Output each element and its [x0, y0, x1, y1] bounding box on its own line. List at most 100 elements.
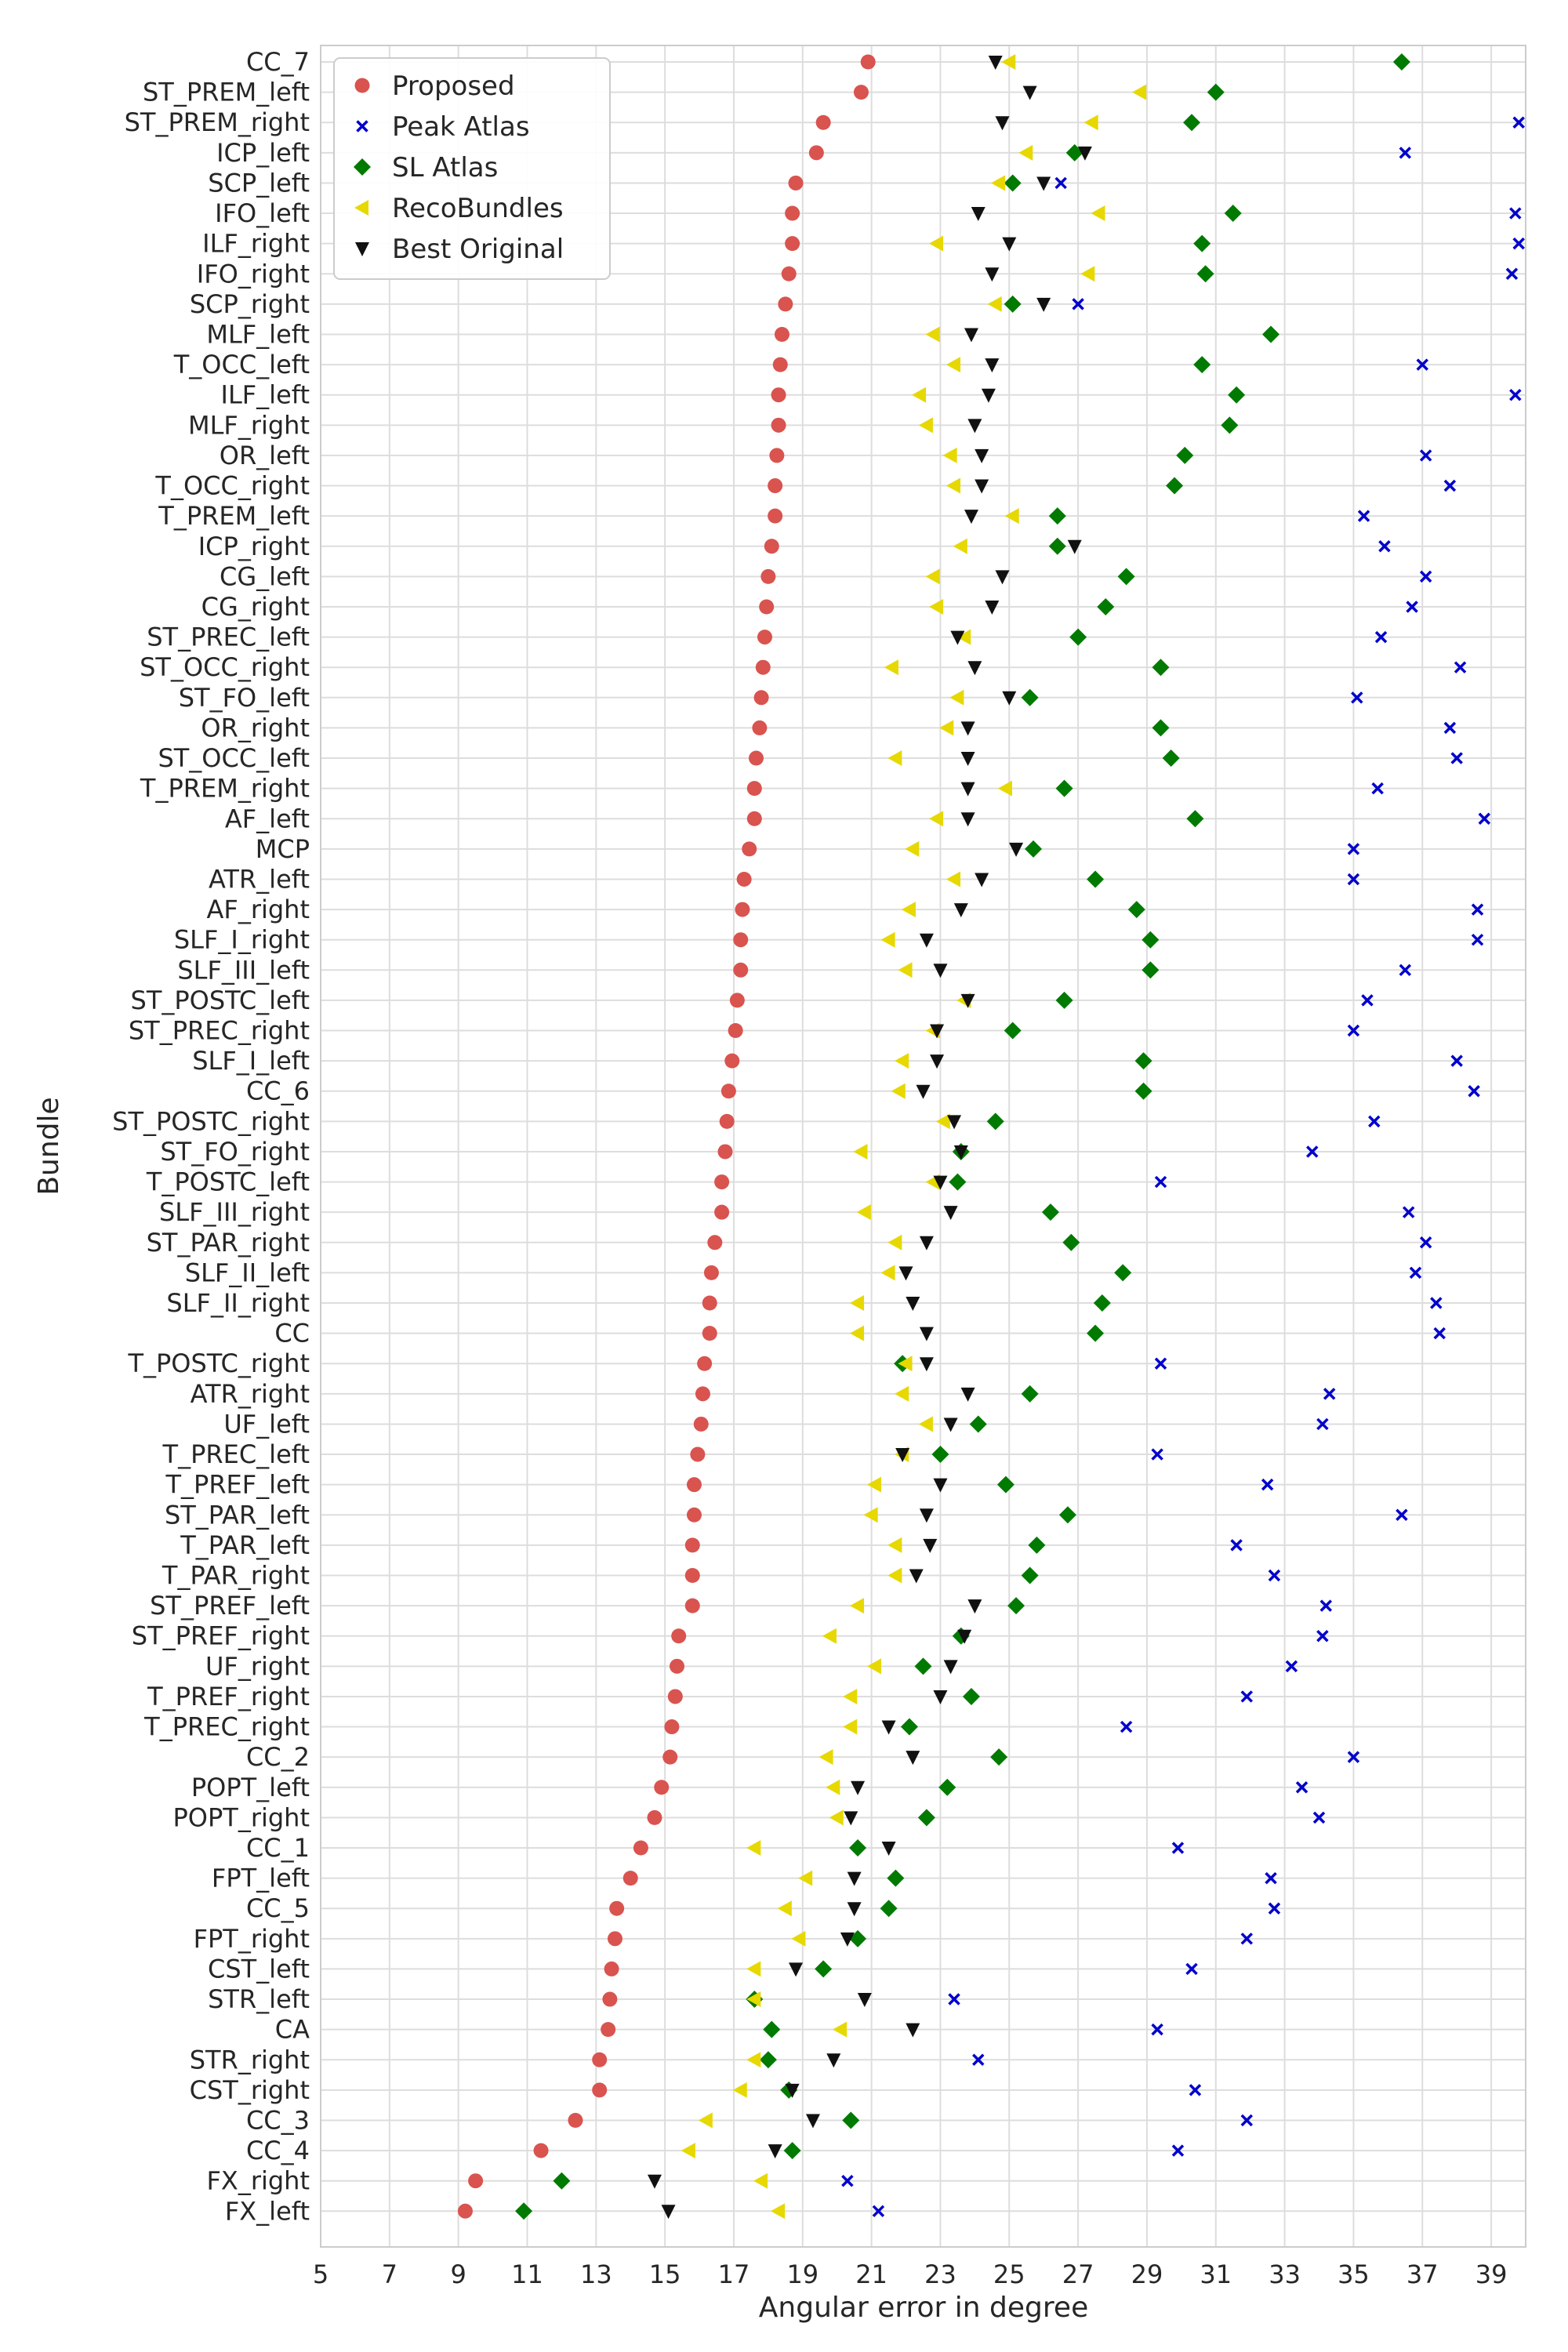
y-tick-label: FX_right — [206, 2166, 310, 2196]
recobundles-point — [833, 2021, 848, 2038]
peak-atlas-point — [1450, 1054, 1463, 1067]
proposed-point — [602, 1991, 618, 2007]
y-tick-label: T_OCC_left — [173, 350, 310, 379]
sl-atlas-point — [1183, 114, 1201, 132]
best-original-point — [933, 1690, 948, 1704]
recobundles-point — [863, 1507, 878, 1523]
sl-atlas-point — [1069, 628, 1087, 646]
best-original-point — [947, 1115, 962, 1130]
best-original-point — [971, 207, 985, 222]
best-original-point — [840, 1932, 855, 1947]
recobundles-point — [997, 780, 1012, 797]
peak-atlas-point — [1512, 237, 1525, 250]
recobundles-point — [732, 2082, 747, 2098]
proposed-point — [760, 568, 776, 584]
proposed-point — [781, 266, 797, 281]
recobundles-point — [895, 1053, 909, 1069]
recobundles-point — [918, 1416, 933, 1432]
peak-atlas-point — [1512, 116, 1525, 129]
peak-atlas-point — [1419, 449, 1432, 462]
sl-atlas-point — [1087, 870, 1105, 888]
peak-atlas-point — [1409, 1266, 1422, 1279]
proposed-point — [764, 539, 779, 554]
y-tick-label: ATR_left — [209, 864, 310, 894]
x-tick-label: 25 — [993, 2259, 1025, 2289]
y-tick-label: CC — [274, 1319, 310, 1348]
best-original-point — [930, 1054, 945, 1069]
proposed-point — [468, 2173, 484, 2189]
y-tick-label: T_PREC_right — [143, 1712, 310, 1742]
sl-atlas-point — [1007, 1597, 1025, 1615]
recobundles-point — [946, 357, 961, 373]
best-original-point — [985, 600, 1000, 615]
recobundles-point — [746, 1839, 761, 1856]
recobundles-point — [987, 296, 1002, 312]
y-tick-label: ST_POSTC_right — [112, 1106, 310, 1136]
best-original-point — [964, 510, 978, 524]
proposed-point — [702, 1326, 717, 1341]
proposed-point — [568, 2112, 583, 2128]
legend-label-best-original: Best Original — [392, 234, 564, 265]
peak-atlas-point — [1443, 721, 1457, 735]
sl-atlas-point — [1117, 568, 1135, 586]
proposed-point — [664, 1719, 680, 1735]
proposed-point — [785, 205, 800, 221]
y-tick-label: MLF_right — [188, 410, 310, 440]
y-tick-label: ILF_right — [202, 229, 310, 259]
sl-atlas-point — [1142, 931, 1160, 949]
best-original-point — [768, 2144, 782, 2159]
peak-atlas-point — [841, 2174, 854, 2187]
best-original-point — [851, 1780, 866, 1795]
y-tick-label: CC_3 — [246, 2105, 310, 2135]
y-tick-label: MLF_left — [206, 319, 310, 349]
peak-atlas-point — [1357, 510, 1370, 522]
proposed-point — [736, 871, 752, 887]
legend: Proposed Peak Atlas SL Atlas RecoBundles Bes… — [333, 57, 611, 280]
y-tick-label: T_PREM_right — [140, 774, 310, 804]
recobundles-point — [949, 689, 964, 706]
y-tick-label: ST_PREF_left — [150, 1591, 310, 1621]
sl-atlas-point — [1142, 961, 1160, 979]
sl-atlas-point — [949, 1173, 967, 1191]
sl-atlas-point — [1021, 688, 1039, 706]
y-tick-label: FPT_left — [212, 1864, 310, 1893]
recobundles-point — [935, 1113, 950, 1130]
recobundles-point — [898, 1356, 913, 1372]
x-tick-label: 7 — [382, 2259, 397, 2289]
peak-atlas-point — [1316, 1417, 1329, 1431]
recobundles-point — [1080, 266, 1095, 282]
y-tick-label: ST_PREF_right — [132, 1621, 310, 1651]
sl-atlas-point — [1058, 1506, 1076, 1524]
legend-box — [333, 57, 611, 280]
recobundles-point — [887, 1537, 902, 1553]
y-tick-label: ICP_left — [216, 138, 310, 168]
recobundles-point — [681, 2143, 695, 2159]
peak-atlas-point — [872, 2205, 885, 2218]
best-original-point — [933, 1478, 948, 1493]
proposed-point — [690, 1446, 706, 1462]
legend-label-recobundles: RecoBundles — [392, 193, 564, 224]
legend-label-sl-atlas: SL Atlas — [392, 152, 498, 183]
best-original-point — [975, 448, 989, 463]
x-axis-title: Angular error in degree — [759, 2292, 1088, 2324]
x-tick-label: 13 — [580, 2259, 612, 2289]
peak-atlas-point — [1433, 1327, 1446, 1340]
recobundles-point — [843, 1719, 858, 1735]
proposed-point — [720, 1083, 736, 1099]
y-tick-label: AF_right — [207, 895, 310, 924]
peak-atlas-point — [1240, 1690, 1254, 1703]
best-original-point — [964, 328, 978, 343]
sl-atlas-point — [1028, 1536, 1046, 1554]
sl-atlas-point — [969, 1415, 987, 1433]
peak-atlas-point — [1505, 267, 1519, 281]
recobundles-point — [880, 1265, 895, 1281]
recobundles-point — [850, 1325, 865, 1341]
y-tick-label: ICP_right — [198, 532, 310, 561]
y-tick-label: ST_PREM_right — [125, 107, 310, 137]
best-original-point — [995, 570, 1010, 585]
peak-atlas-point — [1347, 1751, 1360, 1763]
y-tick-label: UF_right — [205, 1651, 310, 1681]
peak-atlas-point — [1189, 2084, 1202, 2096]
proposed-point — [714, 1174, 730, 1190]
y-tick-label: OR_left — [220, 441, 310, 470]
